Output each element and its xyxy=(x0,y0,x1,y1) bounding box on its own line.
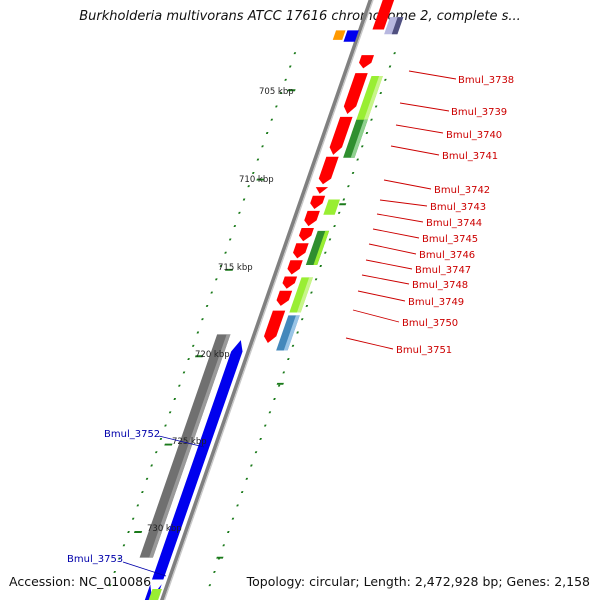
reverse-gene-block-shade xyxy=(149,334,231,558)
forward-cds-bmul-3746[interactable] xyxy=(291,243,309,259)
tick-label-720: 720 kbp xyxy=(195,350,230,360)
cog-block-bmul-3746-a xyxy=(313,230,330,266)
gene-label-bmul-3751[interactable]: Bmul_3751 xyxy=(396,345,452,356)
forward-cds-bmul-3747[interactable] xyxy=(285,260,303,275)
leader-line-bmul-3744 xyxy=(376,213,424,223)
leader-line-bmul-3742 xyxy=(383,179,432,190)
leader-line-bmul-3746 xyxy=(368,243,417,255)
top-feature-blue xyxy=(343,30,359,42)
gene-label-bmul-3743[interactable]: Bmul_3743 xyxy=(430,202,486,213)
gene-label-bmul-3750[interactable]: Bmul_3750 xyxy=(402,318,458,329)
leader-line-bmul-3749 xyxy=(357,290,406,302)
forward-cds-bmul-3749[interactable] xyxy=(275,290,293,306)
cog-block-bmul-3739-shade xyxy=(359,76,383,134)
gene-label-bmul-3748[interactable]: Bmul_3748 xyxy=(412,280,468,291)
reverse-cds-bmul-3752[interactable] xyxy=(151,340,247,580)
forward-cds-bmul-3741[interactable] xyxy=(317,156,339,185)
cog-block-bmul-3740-shade xyxy=(350,119,368,158)
forward-cds-bmul-3750[interactable] xyxy=(262,310,286,343)
tick-dots-outer xyxy=(205,52,396,594)
gene-label-bmul-3744[interactable]: Bmul_3744 xyxy=(426,218,482,229)
map-title: Burkholderia multivorans ATCC 17616 chro… xyxy=(79,9,521,24)
forward-cds-bmul-3745[interactable] xyxy=(297,228,314,242)
leader-line-bmul-3753 xyxy=(122,561,167,577)
top-feature-orange xyxy=(332,30,346,40)
topology-text: Topology: circular; Length: 2,472,928 bp… xyxy=(246,574,590,589)
tick-label-725: 725 kbp xyxy=(172,437,207,447)
gene-label-bmul-3742[interactable]: Bmul_3742 xyxy=(434,185,490,196)
tick-label-710: 710 kbp xyxy=(239,175,274,185)
backbone-shadow xyxy=(161,0,381,600)
tick-label-705: 705 kbp xyxy=(259,87,294,97)
gene-label-bmul-3740[interactable]: Bmul_3740 xyxy=(446,130,502,141)
forward-cds-bmul-3738[interactable] xyxy=(357,55,375,69)
gene-label-bmul-3749[interactable]: Bmul_3749 xyxy=(408,297,464,308)
tick-dots-inner xyxy=(106,52,297,594)
leader-line-bmul-3745 xyxy=(372,228,420,239)
leader-line-bmul-3738 xyxy=(408,70,457,80)
cog-block-bmul-3751-shade xyxy=(283,315,300,351)
forward-cds-bmul-3748[interactable] xyxy=(280,276,298,289)
leader-line-bmul-3748 xyxy=(361,274,410,285)
gene-label-bmul-3752[interactable]: Bmul_3752 xyxy=(104,429,160,440)
leader-line-bmul-3752 xyxy=(158,435,205,448)
leader-line-bmul-3743 xyxy=(379,199,428,207)
top-feature-red xyxy=(372,0,396,30)
gene-label-bmul-3747[interactable]: Bmul_3747 xyxy=(415,265,471,276)
leader-line-bmul-3739 xyxy=(399,102,450,112)
accession-text: Accession: NC_010086 xyxy=(9,574,152,589)
gene-label-bmul-3738[interactable]: Bmul_3738 xyxy=(458,75,514,86)
leader-line-bmul-3750 xyxy=(352,309,400,323)
leader-line-bmul-3751 xyxy=(345,337,394,350)
forward-cds-bmul-3742[interactable] xyxy=(313,187,329,194)
leader-line-bmul-3747 xyxy=(365,259,413,270)
tick-label-730: 730 kbp xyxy=(147,524,182,534)
backbone xyxy=(157,0,379,600)
leader-line-bmul-3740 xyxy=(395,124,444,134)
forward-cds-bmul-3740[interactable] xyxy=(327,116,353,155)
gene-label-bmul-3739[interactable]: Bmul_3739 xyxy=(451,107,507,118)
forward-cds-bmul-3739[interactable] xyxy=(341,73,368,115)
gene-label-bmul-3746[interactable]: Bmul_3746 xyxy=(419,250,475,261)
cog-block-bottom xyxy=(145,589,162,600)
cog-block-bmul-3743[interactable] xyxy=(323,199,340,215)
forward-cds-bmul-3744[interactable] xyxy=(302,210,320,227)
gene-label-bmul-3745[interactable]: Bmul_3745 xyxy=(422,234,478,245)
leader-line-bmul-3741 xyxy=(390,145,440,156)
forward-cds-bmul-3743[interactable] xyxy=(308,195,326,210)
gene-label-bmul-3753[interactable]: Bmul_3753 xyxy=(67,554,123,565)
top-feature-lavender-shade xyxy=(391,17,404,35)
tick-label-715: 715 kbp xyxy=(218,263,253,273)
cog-block-bmul-3749-shade xyxy=(296,277,313,313)
gene-label-bmul-3741[interactable]: Bmul_3741 xyxy=(442,151,498,162)
